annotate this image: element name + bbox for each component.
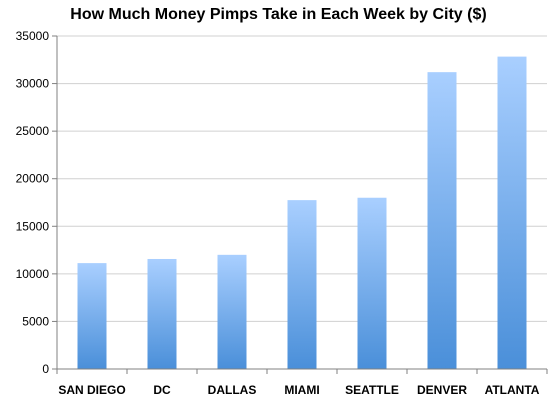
x-category-label: ATLANTA — [485, 383, 540, 397]
y-tick-label: 10000 — [16, 267, 50, 281]
x-category-label: MIAMI — [284, 383, 319, 397]
bar-denver — [427, 72, 457, 369]
bar-dallas — [217, 254, 247, 369]
axes — [56, 36, 547, 370]
x-category-label: SAN DIEGO — [58, 383, 125, 397]
y-tick-label: 35000 — [16, 29, 50, 43]
bar-dc — [147, 258, 177, 369]
y-tick-label: 25000 — [16, 124, 50, 138]
y-tick-label: 20000 — [16, 172, 50, 186]
x-category-label: DENVER — [417, 383, 467, 397]
x-category-label: DC — [153, 383, 171, 397]
x-category-label: DALLAS — [208, 383, 257, 397]
chart-title: How Much Money Pimps Take in Each Week b… — [70, 6, 487, 23]
y-axis-ticks: 0 5000 10000 15000 20000 25000 30000 35000 — [16, 29, 57, 376]
bar-miami — [287, 200, 317, 369]
bar-seattle — [357, 197, 387, 369]
y-tick-label: 0 — [42, 362, 49, 376]
y-tick-label: 5000 — [22, 314, 49, 328]
x-axis-labels: SAN DIEGO DC DALLAS MIAMI SEATTLE DENVER ATLAN… — [56, 369, 548, 397]
bar-san-diego — [77, 263, 107, 369]
y-tick-label: 15000 — [16, 219, 50, 233]
x-category-label: SEATTLE — [345, 383, 399, 397]
bars — [77, 56, 527, 369]
y-tick-label: 30000 — [16, 77, 50, 91]
bar-atlanta — [497, 56, 527, 369]
